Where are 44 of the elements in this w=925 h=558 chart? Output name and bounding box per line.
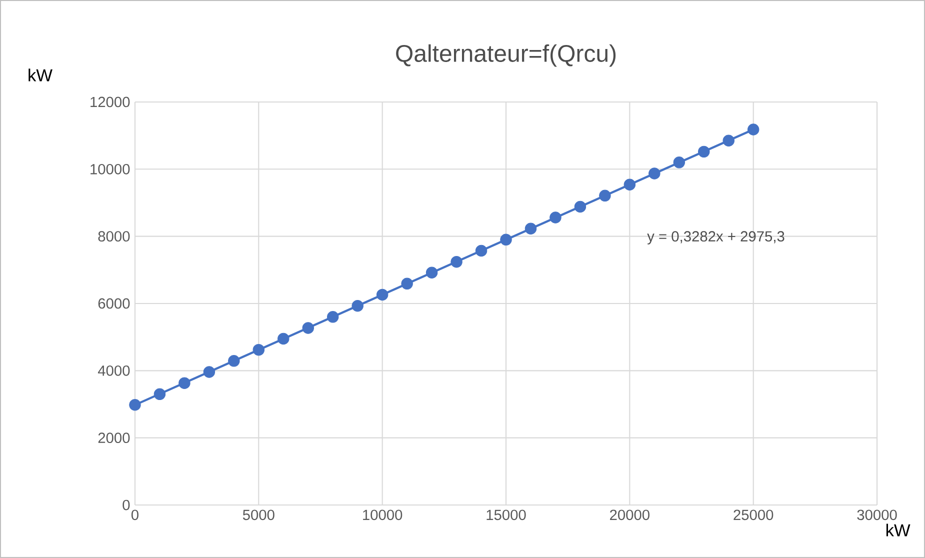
point (326, 311, 339, 323)
x-tick-label: 20000 (610, 510, 650, 520)
point (500, 234, 512, 246)
x-tick-label: 30000 (857, 510, 897, 520)
x-tick-label: 15000 (486, 510, 526, 520)
point (203, 366, 216, 378)
y-tick-label: 0 (122, 500, 130, 510)
point (673, 156, 686, 168)
point (376, 288, 388, 301)
chart-title: Qalternateur=f(Qrcu) (396, 44, 616, 67)
y-tick-label: 12000 (90, 96, 130, 108)
point (698, 146, 710, 158)
point (648, 168, 660, 180)
x-tick-label: 0 (131, 510, 138, 520)
point (450, 256, 462, 268)
y-tick-label: 4000 (98, 365, 130, 376)
y-tick-label: 2000 (98, 432, 130, 444)
point (252, 344, 265, 356)
x-tick-label: 25000 (734, 510, 774, 520)
y-tick-label: 10000 (90, 164, 130, 174)
y-tick-label: 8000 (98, 231, 130, 242)
point (178, 377, 190, 389)
point (228, 355, 240, 367)
point (550, 212, 562, 224)
y-axis-title: kW (28, 68, 52, 82)
x-axis-title: kW (886, 524, 910, 536)
point (524, 222, 537, 234)
point (302, 322, 314, 334)
point (747, 124, 760, 136)
point (278, 332, 290, 345)
point (722, 134, 734, 146)
point (599, 190, 611, 202)
point (574, 200, 586, 213)
x-tick-label: 5000 (242, 510, 274, 520)
point (352, 300, 364, 312)
point (401, 278, 413, 290)
point (129, 399, 141, 411)
point (624, 178, 636, 190)
point (154, 388, 166, 400)
annotation: y = 0,3282x + 2975,3 (647, 231, 784, 244)
y-tick-label: 6000 (98, 298, 130, 309)
point (475, 244, 488, 257)
point (426, 266, 438, 278)
x-tick-label: 10000 (363, 510, 402, 520)
